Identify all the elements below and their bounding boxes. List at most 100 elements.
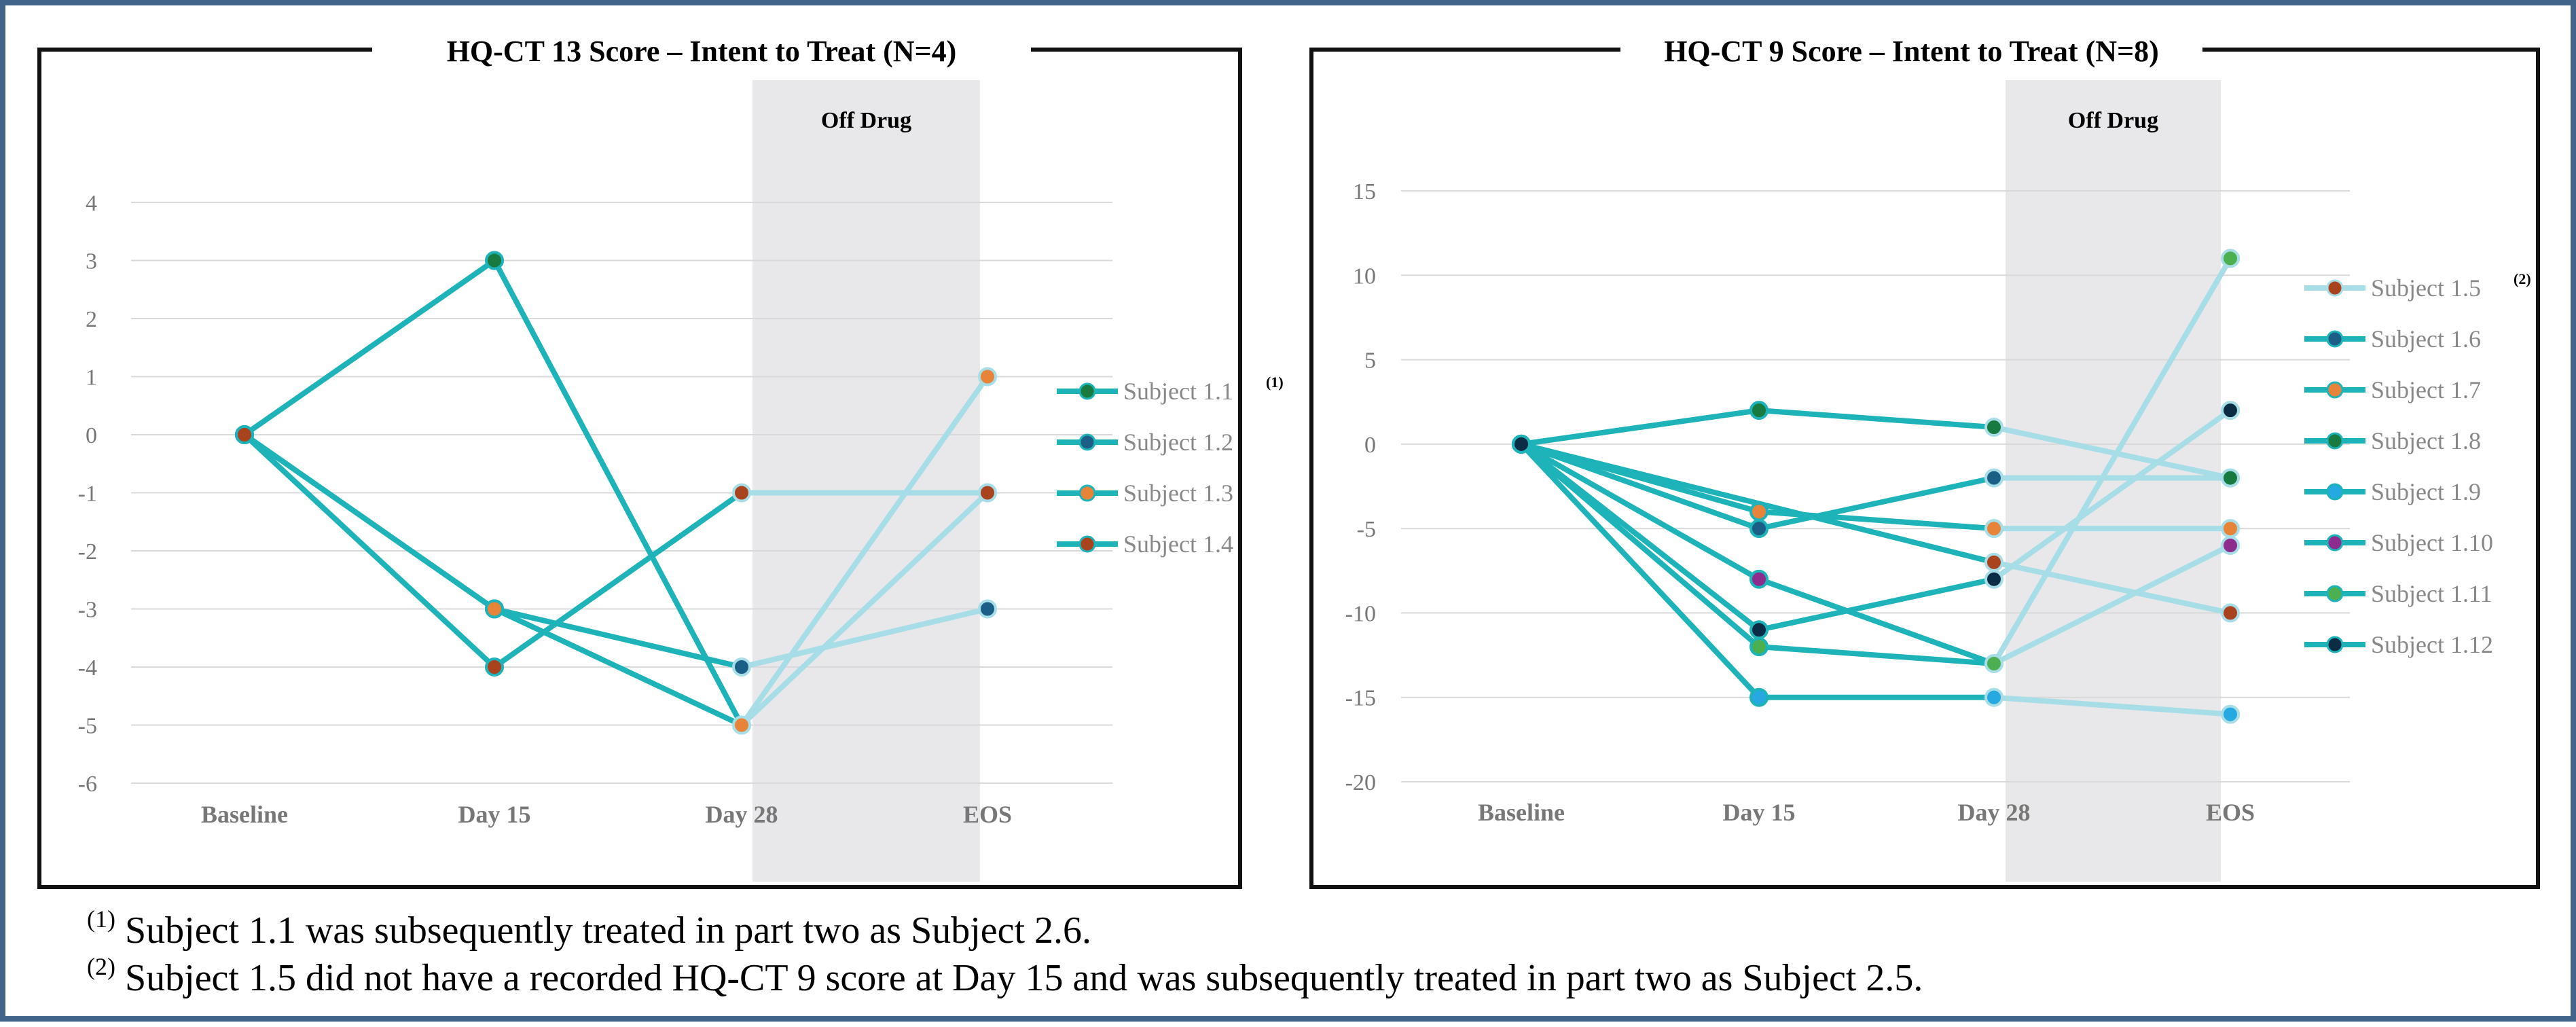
data-point xyxy=(1749,519,1768,539)
data-point xyxy=(1984,687,2003,707)
off-drug-label: Off Drug xyxy=(821,108,911,133)
y-tick-label: -1 xyxy=(78,482,97,507)
charts-canvas: Off Drug HQ-CT 13 Score – Intent to Treat… xyxy=(37,35,2540,889)
y-tick-label: 4 xyxy=(86,191,97,216)
data-point xyxy=(1749,502,1768,522)
legend-swatch-marker xyxy=(2326,585,2344,602)
off-drug-band xyxy=(2006,80,2221,882)
legend-label: Subject 1.5 xyxy=(2371,274,2481,302)
series-line-subject-1.10 xyxy=(1519,441,1762,582)
y-tick-label: -4 xyxy=(78,655,97,681)
data-point xyxy=(1749,401,1768,420)
y-tick-label: -5 xyxy=(1357,517,1376,542)
data-point xyxy=(1984,418,2003,437)
off-drug-band xyxy=(752,80,980,882)
data-point xyxy=(1749,687,1768,707)
y-tick-label: 10 xyxy=(1353,264,1376,289)
chart-1: Off Drug HQ-CT 13 Score – Intent to Treat… xyxy=(37,35,1284,889)
legend-label: Subject 1.2 xyxy=(1123,429,1233,456)
data-point xyxy=(1984,569,2003,589)
series-line-subject-1.3 xyxy=(242,432,497,612)
data-point xyxy=(2221,704,2240,724)
series-line-subject-1.8 xyxy=(1519,408,1762,447)
data-point xyxy=(1749,620,1768,640)
data-point xyxy=(485,599,504,619)
legend-swatch-marker xyxy=(2326,432,2344,450)
data-point xyxy=(1984,552,2003,572)
series-line-subject-1.12 xyxy=(1756,576,1997,633)
footnote-1-text: Subject 1.1 was subsequently treated in … xyxy=(124,909,1092,952)
series-line-subject-1.4 xyxy=(242,432,497,670)
series-line-subject-1.8 xyxy=(1991,425,2233,481)
data-point xyxy=(2221,536,2240,555)
series-line-subject-1.9 xyxy=(1519,441,1762,700)
data-point xyxy=(1984,654,2003,673)
data-point xyxy=(1984,519,2003,539)
legend-swatch-marker xyxy=(2326,381,2344,399)
series-line-subject-1.7 xyxy=(1756,509,1997,532)
legend-swatch-marker xyxy=(2326,534,2344,552)
y-tick-label: 3 xyxy=(86,249,97,274)
legend-label: Subject 1.8 xyxy=(2371,427,2481,454)
data-point xyxy=(485,657,504,677)
series-line-subject-1.7 xyxy=(1519,441,1762,515)
y-tick-label: 5 xyxy=(1364,348,1376,374)
x-tick-label: Day 28 xyxy=(706,801,778,828)
series-line-subject-1.12 xyxy=(1991,408,2233,582)
legend-swatch-marker xyxy=(1078,382,1096,400)
y-tick-label: 0 xyxy=(1364,433,1376,458)
legend-swatch-marker xyxy=(2326,483,2344,501)
series-line-subject-1.3 xyxy=(492,606,744,728)
series-line-subject-1.4 xyxy=(492,490,744,670)
data-point xyxy=(1749,569,1768,589)
y-tick-label: 2 xyxy=(86,307,97,332)
x-tick-label: Baseline xyxy=(201,801,288,828)
footnote-2-mark: (2) xyxy=(87,953,115,980)
data-point xyxy=(978,599,997,619)
series-line-subject-1.11 xyxy=(1991,255,2233,666)
chart-border xyxy=(37,48,1242,889)
legend-swatch-marker xyxy=(2326,330,2344,348)
data-point xyxy=(1512,434,1531,454)
y-tick-label: -15 xyxy=(1345,686,1376,711)
series-line-subject-1.2 xyxy=(492,606,744,670)
chart-title: HQ-CT 9 Score – Intent to Treat (N=8) xyxy=(1664,35,2159,68)
series-line-subject-1.1 xyxy=(739,490,990,728)
legend-swatch-marker xyxy=(2326,636,2344,653)
data-point xyxy=(732,715,751,735)
data-point xyxy=(485,251,504,270)
series-line-subject-1.10 xyxy=(1756,576,1997,666)
legend-footnote-mark: (2) xyxy=(2514,270,2531,287)
data-point xyxy=(2221,519,2240,539)
legend-label: Subject 1.10 xyxy=(2371,529,2493,556)
series-line-subject-1.1 xyxy=(242,257,497,437)
legend-label: Subject 1.4 xyxy=(1123,530,1233,558)
legend-label: Subject 1.7 xyxy=(2371,376,2481,403)
footnote-1-mark: (1) xyxy=(87,905,115,933)
y-tick-label: 15 xyxy=(1353,179,1376,204)
series-line-subject-1.10 xyxy=(1991,543,2233,666)
data-point xyxy=(2221,249,2240,268)
series-line-subject-1.11 xyxy=(1756,644,1997,666)
legend-swatch-marker xyxy=(1078,535,1096,553)
data-point xyxy=(732,657,751,677)
off-drug-label: Off Drug xyxy=(2068,108,2158,133)
data-point xyxy=(2221,603,2240,623)
legend-label: Subject 1.12 xyxy=(2371,631,2493,658)
series-line-subject-1.3 xyxy=(739,374,990,728)
data-point xyxy=(978,483,997,503)
legend-swatch-marker xyxy=(1078,484,1096,502)
legend-label: Subject 1.6 xyxy=(2371,325,2481,353)
data-point xyxy=(732,483,751,503)
data-point xyxy=(1749,637,1768,657)
legend-label: Subject 1.1 xyxy=(1123,378,1233,405)
x-tick-label: EOS xyxy=(963,801,1012,828)
data-point xyxy=(235,425,254,444)
series-line-subject-1.6 xyxy=(1756,475,1997,532)
data-point xyxy=(2221,468,2240,488)
y-tick-label: 1 xyxy=(86,365,97,391)
series-line-subject-1.12 xyxy=(1519,441,1762,633)
legend-swatch-marker xyxy=(2326,279,2344,297)
y-tick-label: -6 xyxy=(78,772,97,797)
x-tick-label: Day 28 xyxy=(1958,799,2031,826)
